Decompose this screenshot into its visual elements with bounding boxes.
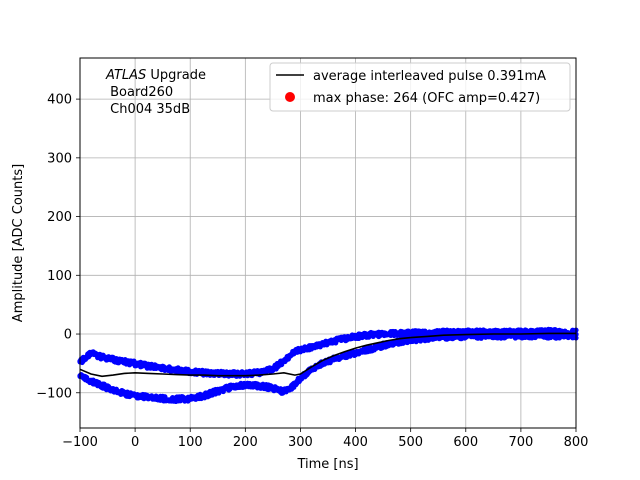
plot-frame xyxy=(79,57,577,429)
y-tick-label: 400 xyxy=(47,93,72,108)
y-tick-label: 100 xyxy=(47,269,72,284)
x-tick-label: 600 xyxy=(453,435,478,450)
y-tick-label: 200 xyxy=(47,210,72,225)
x-tick-label: 700 xyxy=(508,435,533,450)
x-axis-label: Time [ns] xyxy=(296,457,358,472)
legend-label-max-phase: max phase: 264 (OFC amp=0.427) xyxy=(313,91,540,106)
x-tick-label: 200 xyxy=(233,435,258,450)
x-tick-label: 300 xyxy=(288,435,313,450)
x-tick-label: 100 xyxy=(178,435,203,450)
ticks: −100 0 100 200 300 400 500 600 700 800 −100 0 100 200… xyxy=(36,93,588,450)
y-tick-label: 300 xyxy=(47,151,72,166)
annotation-line-3: Ch004 35dB xyxy=(106,102,190,117)
annotation-line-1: ATLAS Upgrade xyxy=(105,68,206,83)
legend: average interleaved pulse 0.391mA max ph… xyxy=(269,62,571,112)
annotation-upgrade: Upgrade xyxy=(146,68,206,83)
annotation-atlas: ATLAS xyxy=(105,68,146,83)
y-tick-label: −100 xyxy=(36,386,72,401)
x-tick-label: 800 xyxy=(564,435,589,450)
average-pulse-line xyxy=(79,332,576,378)
annotation-line-2: Board260 xyxy=(106,85,173,100)
legend-marker-swatch xyxy=(285,92,295,102)
legend-frame xyxy=(269,62,571,112)
x-tick-label: 400 xyxy=(343,435,368,450)
annotation: ATLAS Upgrade Board260 Ch004 35dB xyxy=(105,68,206,117)
y-tick-label: 0 xyxy=(64,328,72,343)
x-tick-label: −100 xyxy=(62,435,98,450)
y-axis-label: Amplitude [ADC Counts] xyxy=(11,164,26,322)
series-layer xyxy=(77,326,579,405)
x-tick-label: 0 xyxy=(131,435,139,450)
legend-label-average: average interleaved pulse 0.391mA xyxy=(313,69,546,84)
x-tick-label: 500 xyxy=(398,435,423,450)
